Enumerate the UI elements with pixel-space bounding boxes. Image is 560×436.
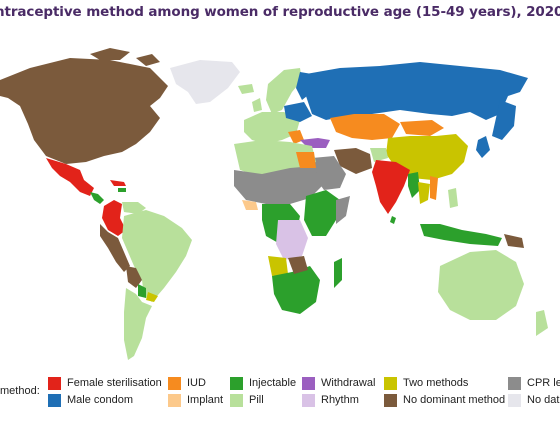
legend-no-dominant: No dominant method — [384, 393, 505, 407]
legend-text: Withdrawal — [321, 377, 376, 389]
region-angola — [268, 256, 288, 276]
region-drc — [276, 220, 308, 260]
legend-swatch — [384, 376, 397, 390]
region-bolivia — [126, 266, 142, 288]
region-caribbean — [110, 180, 126, 186]
legend-text: Pill — [249, 394, 264, 406]
legend-text: Injectable — [249, 377, 297, 389]
legend-text: Two methods — [403, 377, 469, 389]
legend-two-methods: Two methods — [384, 376, 468, 390]
region-western-europe — [244, 112, 300, 144]
region-india — [372, 160, 410, 214]
legend-implant: Implant — [168, 393, 223, 407]
region-thailand — [418, 182, 430, 204]
region-peru — [100, 224, 130, 272]
region-arctic-islands — [90, 48, 160, 66]
region-east-africa — [304, 190, 340, 236]
legend-text: No dominant method — [403, 394, 506, 406]
region-uruguay — [146, 292, 158, 302]
region-central-america — [90, 192, 104, 204]
region-venezuela — [122, 202, 146, 214]
region-indonesia — [420, 224, 502, 246]
legend-rhythm: Rhythm — [302, 393, 359, 407]
region-mexico — [46, 158, 94, 196]
legend-text: IUD — [187, 377, 206, 389]
region-zambia — [288, 256, 308, 274]
world-map — [0, 48, 548, 360]
region-somalia — [336, 196, 350, 224]
region-north-america — [0, 58, 168, 164]
legend-withdrawal: Withdrawal — [302, 376, 375, 390]
region-uk — [252, 98, 262, 112]
region-australia — [438, 250, 524, 320]
region-russia-east — [492, 100, 516, 140]
legend-iud: IUD — [168, 376, 206, 390]
region-eastern-europe — [284, 102, 312, 122]
region-argentina — [124, 288, 152, 360]
region-png — [504, 234, 524, 248]
region-myanmar — [408, 172, 420, 198]
legend-no-data: No dat — [508, 393, 559, 407]
legend-text: Rhythm — [321, 394, 359, 406]
region-mongolia — [400, 120, 444, 136]
region-north-africa — [234, 140, 316, 176]
region-balkans — [288, 130, 304, 144]
region-brazil — [122, 210, 192, 302]
legend-swatch — [48, 393, 61, 407]
legend-swatch — [230, 376, 243, 390]
region-paraguay — [138, 284, 146, 298]
region-vietnam — [430, 176, 438, 200]
region-afghanistan — [370, 148, 388, 162]
region-southern-africa — [272, 266, 320, 314]
region-japan — [476, 136, 490, 158]
legend-swatch — [168, 393, 181, 407]
legend-text: Male condom — [67, 394, 134, 406]
region-philippines — [448, 188, 458, 208]
legend-text: No dat — [527, 394, 560, 406]
region-colombia — [102, 200, 126, 236]
legend-cpr: CPR le — [508, 376, 560, 390]
legend-female-sterilisation: Female sterilisation — [48, 376, 162, 390]
legend-text: Implant — [187, 394, 224, 406]
region-iceland — [238, 84, 254, 94]
legend-swatch — [168, 376, 181, 390]
region-srilanka — [390, 216, 396, 224]
legend-swatch — [302, 393, 315, 407]
region-egypt — [296, 152, 316, 168]
region-scandinavia — [266, 68, 302, 114]
legend-swatch — [230, 393, 243, 407]
legend-title: method: — [0, 385, 40, 397]
legend-swatch — [302, 376, 315, 390]
region-west-africa-coast — [242, 200, 258, 210]
region-madagascar — [334, 258, 342, 288]
legend-swatch — [384, 393, 397, 407]
legend-text: Female sterilisation — [67, 377, 162, 389]
region-russia — [306, 62, 528, 120]
legend-injectable: Injectable — [230, 376, 296, 390]
legend-swatch — [508, 393, 521, 407]
region-sahel — [234, 166, 322, 204]
region-greenland — [170, 60, 240, 104]
legend-swatch — [48, 376, 61, 390]
map-title: ntraceptive method among women of reprod… — [0, 4, 560, 20]
region-arabia — [312, 156, 346, 190]
region-nz — [536, 310, 548, 336]
region-caribbean-2 — [118, 188, 126, 192]
region-kazakhstan — [330, 114, 400, 140]
legend-male-condom: Male condom — [48, 393, 133, 407]
legend-text: CPR le — [527, 377, 560, 389]
region-iran — [334, 148, 372, 174]
legend-pill: Pill — [230, 393, 264, 407]
legend-swatch — [508, 376, 521, 390]
